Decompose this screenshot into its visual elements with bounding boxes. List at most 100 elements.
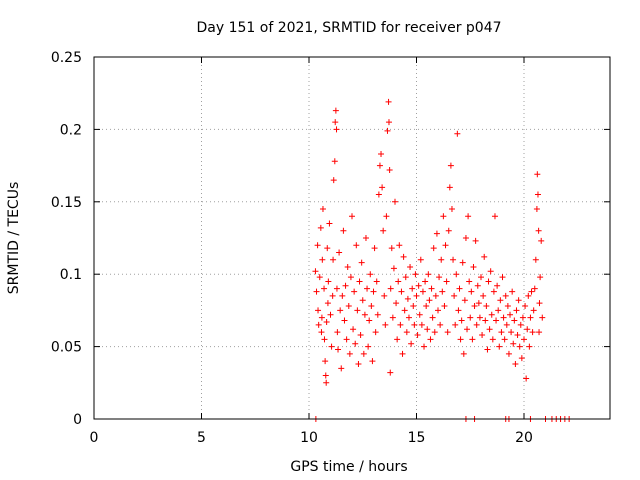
data-point xyxy=(538,237,545,244)
data-point xyxy=(330,256,337,263)
data-point xyxy=(466,278,473,285)
chart-title: Day 151 of 2021, SRMTID for receiver p04… xyxy=(196,20,501,36)
data-point xyxy=(534,171,541,178)
grid-lines xyxy=(94,57,610,419)
data-point xyxy=(343,336,350,343)
data-point xyxy=(501,336,508,343)
data-point xyxy=(349,213,355,220)
data-point xyxy=(368,303,375,310)
data-point xyxy=(415,282,422,289)
data-point xyxy=(330,177,337,184)
data-point xyxy=(384,127,391,134)
data-point xyxy=(315,321,322,328)
data-point xyxy=(513,307,520,314)
data-point xyxy=(503,321,510,328)
data-point xyxy=(500,314,507,321)
data-point xyxy=(423,303,430,310)
data-point xyxy=(429,314,436,321)
data-point xyxy=(441,303,448,310)
data-point xyxy=(340,227,347,234)
data-point xyxy=(407,263,414,270)
data-point xyxy=(525,292,532,299)
data-point xyxy=(446,184,453,191)
data-point xyxy=(314,242,321,249)
data-point xyxy=(521,336,527,343)
y-tick-label: 0.2 xyxy=(60,122,82,138)
data-point xyxy=(402,274,409,281)
data-point xyxy=(488,311,495,318)
data-point xyxy=(473,321,480,328)
data-point xyxy=(433,230,440,237)
data-point xyxy=(321,285,328,292)
data-point xyxy=(386,166,393,173)
data-point xyxy=(474,282,481,289)
data-point xyxy=(486,326,493,333)
data-point xyxy=(395,278,402,285)
x-tick-label: 20 xyxy=(515,430,533,446)
data-point xyxy=(440,213,447,220)
data-point xyxy=(325,278,332,285)
data-point xyxy=(323,379,330,386)
data-point xyxy=(532,256,539,263)
data-point xyxy=(333,285,340,292)
data-point xyxy=(512,360,519,367)
data-point xyxy=(467,314,474,321)
data-point xyxy=(352,340,359,347)
data-point xyxy=(470,263,477,270)
data-point xyxy=(417,256,424,263)
x-tick-label: 10 xyxy=(300,430,318,446)
data-point xyxy=(439,288,446,295)
data-point xyxy=(504,303,511,310)
data-point xyxy=(380,227,387,234)
data-point xyxy=(355,360,362,367)
data-point xyxy=(322,372,329,379)
data-point xyxy=(401,307,408,314)
data-point xyxy=(454,130,461,137)
data-point xyxy=(533,206,540,213)
data-point xyxy=(346,350,353,357)
axis-ticks: 0 0.05 0.1 0.15 0.2 0.25 0 5 10 15 20 xyxy=(51,50,610,446)
data-point xyxy=(342,282,349,289)
data-point xyxy=(432,292,439,299)
data-point xyxy=(321,336,328,343)
data-point xyxy=(469,336,476,343)
data-point xyxy=(507,311,514,318)
data-point xyxy=(419,288,426,295)
data-point xyxy=(318,329,325,336)
data-point xyxy=(312,268,319,275)
data-point xyxy=(460,350,467,357)
data-point xyxy=(518,355,525,362)
data-point xyxy=(329,292,336,299)
data-point xyxy=(393,300,400,307)
data-point xyxy=(396,242,403,249)
data-point xyxy=(390,265,397,272)
data-point xyxy=(528,288,535,295)
x-axis-label: GPS time / hours xyxy=(290,459,407,475)
data-point xyxy=(362,235,369,241)
data-point xyxy=(414,332,421,339)
data-point xyxy=(529,329,536,336)
data-point xyxy=(515,297,522,304)
data-point xyxy=(315,307,322,314)
data-point xyxy=(523,375,530,382)
data-point xyxy=(484,346,491,353)
data-point xyxy=(482,317,489,324)
data-point xyxy=(369,358,376,365)
data-point xyxy=(443,278,450,285)
data-point xyxy=(339,292,346,299)
data-point xyxy=(344,263,351,270)
data-point xyxy=(400,253,407,260)
data-point xyxy=(385,98,392,105)
data-point xyxy=(514,332,521,339)
y-tick-label: 0.25 xyxy=(51,50,82,66)
data-point xyxy=(468,288,475,295)
data-point xyxy=(353,242,360,249)
data-point xyxy=(510,340,517,347)
data-point xyxy=(450,256,457,263)
data-point xyxy=(387,369,394,376)
x-tick-label: 5 xyxy=(197,430,206,446)
data-point xyxy=(323,318,330,325)
data-point xyxy=(347,274,354,281)
data-point xyxy=(483,303,490,310)
data-point xyxy=(422,278,429,285)
